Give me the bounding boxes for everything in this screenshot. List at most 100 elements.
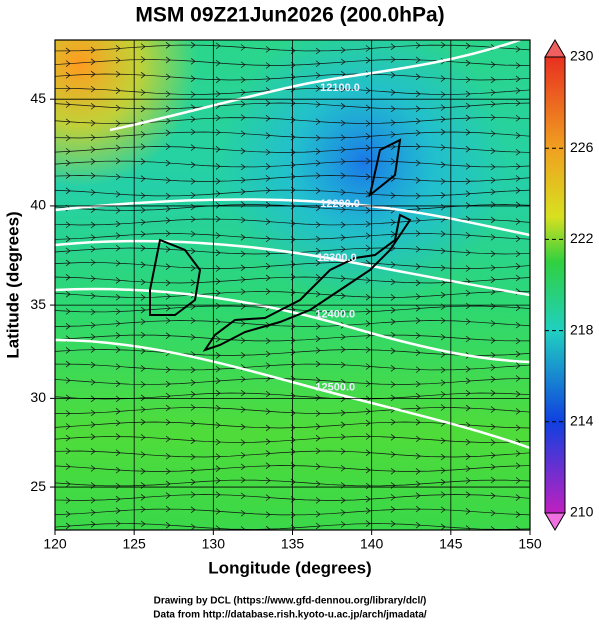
stream-arrow (390, 381, 396, 388)
stream-arrow (165, 117, 171, 125)
stream-arrow (240, 114, 246, 121)
stream-arrow (165, 159, 171, 167)
stream-arrow (415, 468, 421, 475)
stream-arrow (465, 232, 471, 239)
stream-arrow (240, 100, 246, 108)
stream-arrow (465, 477, 471, 484)
stream-arrow (165, 380, 171, 388)
stream-arrow (240, 389, 246, 397)
stream-arrow (365, 104, 371, 112)
stream-arrow (365, 507, 371, 515)
stream-arrow (115, 433, 121, 440)
stream-arrow (490, 61, 496, 68)
stream-arrow (515, 132, 521, 139)
stream-arrow (415, 129, 421, 137)
stream-arrow (365, 244, 371, 252)
stream-arrow (465, 42, 471, 50)
stream-arrow (415, 404, 421, 412)
stream-arrow (415, 230, 421, 237)
stream-arrow (140, 506, 146, 513)
stream-arrow (515, 274, 521, 282)
stream-arrow (240, 44, 246, 51)
stream-arrow (415, 105, 421, 113)
stream-arrow (65, 360, 71, 368)
stream-arrow (415, 279, 421, 287)
x-tick-label: 140 (360, 536, 384, 552)
stream-arrow (190, 191, 196, 199)
stream-arrow (165, 205, 171, 213)
stream-arrow (190, 41, 196, 49)
stream-arrow (140, 434, 146, 441)
streamline (55, 436, 530, 443)
stream-arrow (465, 465, 471, 473)
stream-arrow (315, 377, 321, 384)
stream-arrow (190, 366, 196, 374)
stream-arrow (440, 317, 446, 324)
colorbar-tick-label: 218 (570, 321, 594, 337)
stream-arrow (265, 187, 271, 194)
stream-arrow (490, 216, 496, 224)
stream-arrow (365, 157, 371, 165)
stream-arrow (365, 232, 371, 240)
stream-arrow (465, 102, 471, 110)
stream-arrow (90, 421, 96, 428)
stream-arrow (265, 390, 271, 398)
stream-arrow (390, 192, 396, 199)
stream-arrow (190, 506, 196, 514)
stream-arrow (165, 304, 171, 312)
stream-arrow (65, 159, 71, 167)
stream-arrow (515, 304, 521, 312)
stream-arrow (90, 361, 96, 369)
stream-arrow (190, 437, 196, 445)
stream-arrow (390, 394, 396, 402)
streamline (55, 175, 530, 182)
stream-arrow (215, 249, 221, 257)
stream-arrow (140, 43, 146, 50)
stream-arrow (315, 347, 321, 354)
axes: 120 125 130 135 140 145 150 25 30 35 40 45 (30, 90, 541, 552)
stream-arrow (315, 497, 321, 504)
stream-arrow (340, 346, 346, 353)
stream-arrow (365, 45, 371, 52)
footer-line: Data from http://database.rish.kyoto-u.a… (153, 610, 427, 621)
stream-arrow (440, 144, 446, 151)
streamline (55, 494, 530, 501)
stream-arrow (390, 230, 396, 238)
stream-arrow (140, 306, 146, 314)
stream-arrow (515, 45, 521, 53)
stream-arrow (515, 75, 521, 83)
stream-arrow (340, 292, 346, 300)
streamline (55, 508, 530, 516)
stream-arrow (165, 468, 171, 475)
stream-arrow (265, 163, 271, 170)
stream-arrow (490, 264, 496, 272)
stream-arrow (340, 58, 346, 66)
stream-arrow (340, 70, 346, 78)
colorbar-tick-label: 226 (570, 139, 594, 155)
stream-arrow (390, 520, 396, 528)
stream-arrow (215, 129, 221, 136)
stream-arrow (265, 201, 271, 209)
contour-label: 12400.0 (315, 309, 355, 321)
stream-arrow (165, 143, 171, 150)
stream-arrow (265, 511, 271, 518)
stream-arrow (465, 508, 471, 515)
stream-arrow (415, 452, 421, 460)
stream-arrow (415, 263, 421, 270)
streamline (55, 59, 530, 66)
colorbar-extend-bottom (544, 512, 566, 531)
stream-arrow (65, 463, 71, 470)
stream-arrow (190, 379, 196, 386)
stream-arrow (340, 119, 346, 127)
stream-arrow (115, 157, 121, 165)
stream-arrow (215, 190, 221, 197)
streamline (55, 276, 530, 284)
stream-arrow (165, 129, 171, 137)
stream-arrow (415, 143, 421, 150)
stream-arrow (190, 303, 196, 310)
stream-arrow (165, 480, 171, 488)
stream-arrow (415, 317, 421, 324)
stream-arrow (90, 259, 96, 266)
stream-arrow (415, 349, 421, 357)
